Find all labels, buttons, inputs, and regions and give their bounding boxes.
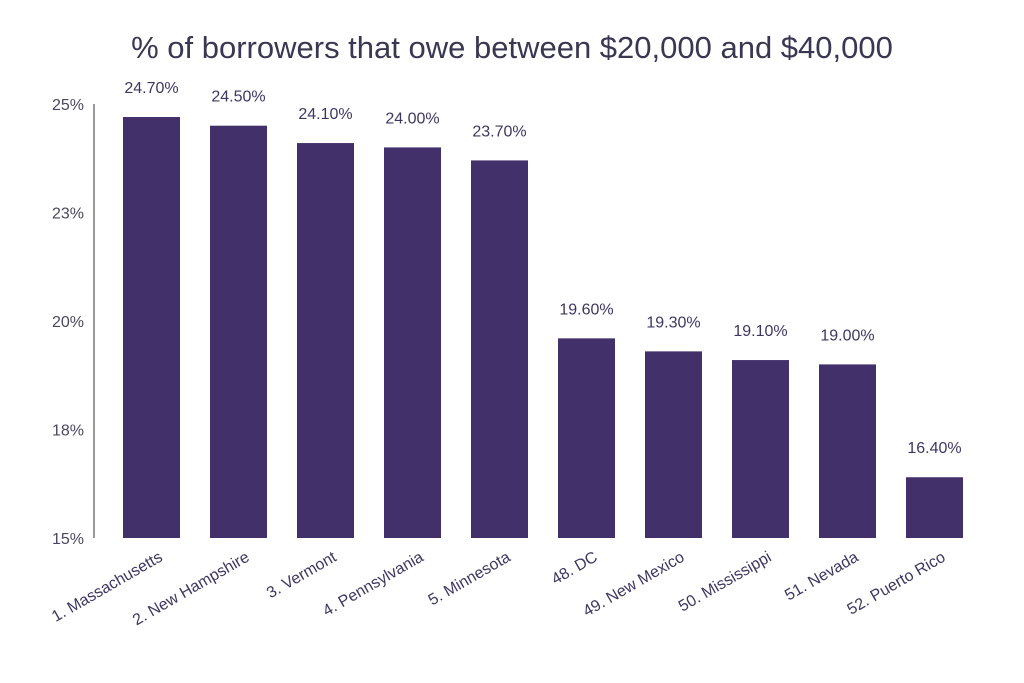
bar-value-label: 23.70% [472,123,526,140]
y-tick-label: 18% [52,423,84,440]
bar-value-label: 24.00% [385,110,439,127]
category-label: 52. Puerto Rico [844,549,948,619]
category-label: 5. Minnesota [426,549,514,610]
bar [558,338,615,538]
bar [732,360,789,538]
category-label: 3. Vermont [264,548,340,602]
bar-value-label: 19.30% [646,314,700,331]
bar [384,147,441,538]
bar [210,125,267,538]
bar [297,143,354,538]
bar-value-label: 24.70% [124,80,178,97]
category-label: 51. Nevada [782,549,861,605]
bar [471,160,528,539]
category-label: 50. Mississippi [676,549,775,616]
y-tick-label: 23% [52,206,84,223]
bar [123,117,180,539]
bar [645,351,702,538]
bar [906,477,963,538]
y-axis: 15% 18% 20% 23% 25% [52,97,95,548]
bar [819,364,876,538]
chart-title: % of borrowers that owe between $20,000 … [131,30,893,65]
bar-value-label: 19.60% [559,301,613,318]
bar-value-label: 24.50% [211,89,265,106]
value-labels: 24.70% 24.50% 24.10% 24.00% 23.70% 19.60% 19.3… [124,80,961,457]
bar-value-label: 16.40% [907,440,961,457]
y-tick-label: 15% [52,531,84,548]
y-tick-label: 20% [52,314,84,331]
y-tick-label: 25% [52,97,84,114]
bar-value-label: 19.00% [820,327,874,344]
bar-value-label: 24.10% [298,106,352,123]
bar-value-label: 19.10% [733,323,787,340]
bars [123,117,963,539]
category-label: 48. DC [549,549,601,589]
